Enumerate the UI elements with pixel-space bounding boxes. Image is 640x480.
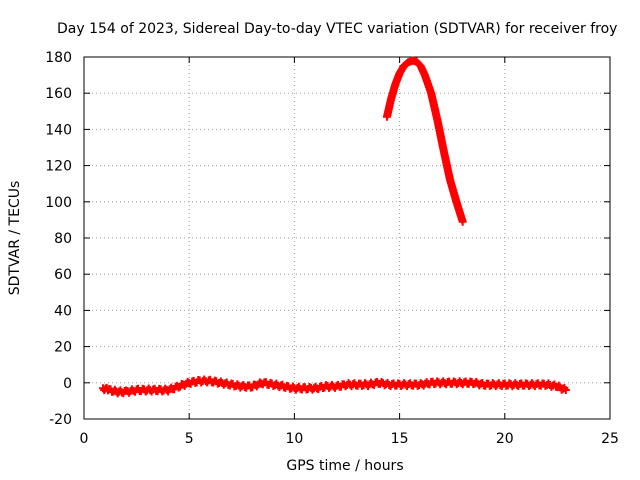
data-series [98,56,570,398]
y-tick-label: -20 [49,412,72,428]
series-arc [382,56,467,226]
y-tick-labels: -20 0 20 40 60 80 100 120 140 160 180 [45,50,72,428]
x-tick-label: 20 [496,431,514,447]
y-tick-label: 100 [45,195,72,211]
y-tick-label: 80 [54,231,72,247]
y-tick-label: 40 [54,303,72,319]
x-tick-label: 25 [601,431,619,447]
y-tick-label: 0 [63,376,72,392]
x-tick-label: 15 [391,431,409,447]
chart-title: Day 154 of 2023, Sidereal Day-to-day VTE… [57,21,617,37]
y-tick-label: 20 [54,340,72,356]
y-tick-label: 180 [45,50,72,66]
y-tick-label: 160 [45,86,72,102]
series-baseline [98,375,570,398]
x-axis-label: GPS time / hours [286,458,403,474]
y-tick-label: 60 [54,267,72,283]
axis-ticks [83,56,611,420]
grid-lines [84,57,610,419]
y-tick-label: 140 [45,122,72,138]
x-tick-label: 0 [80,431,89,447]
data-point [458,217,467,226]
x-tick-labels: 0 5 10 15 20 25 [80,431,619,447]
x-tick-label: 5 [185,431,194,447]
y-axis-label: SDTVAR / TECUs [7,181,23,296]
x-tick-label: 10 [285,431,303,447]
y-tick-label: 120 [45,159,72,175]
data-point [561,386,570,395]
